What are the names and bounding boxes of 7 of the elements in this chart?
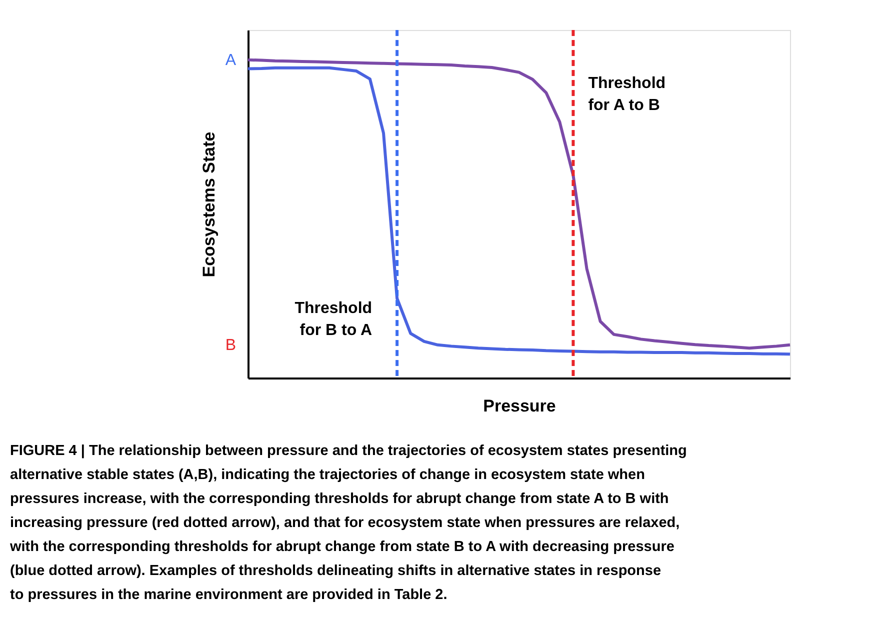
text: B <box>225 336 236 354</box>
caption: FIGURE 4 | The relationship between pressure and the trajectories of ecosystem states presenting alternative stable states (A,B), indicating the trajectories of change in ecosystem state when pressures increase, with the corresponding thresholds for abrupt change from state A to B with increasing pressure (red dotted arrow), and that for ecosystem state when pressures are relaxed, with the corresponding thresholds for abrupt change from state B to A with decreasing pressure (blue dotted arrow). Examples of thresholds delineating shifts in alternative states in response to pressures in the marine environment are provided in Table 2. <box>9 443 687 603</box>
annotation: Threshold for B to A <box>294 300 372 339</box>
y-axis-title: Ecosystems State <box>200 132 218 278</box>
text: A <box>225 52 236 69</box>
x-axis-title: Pressure <box>483 396 556 416</box>
annotation: Threshold for A to B <box>588 75 666 114</box>
